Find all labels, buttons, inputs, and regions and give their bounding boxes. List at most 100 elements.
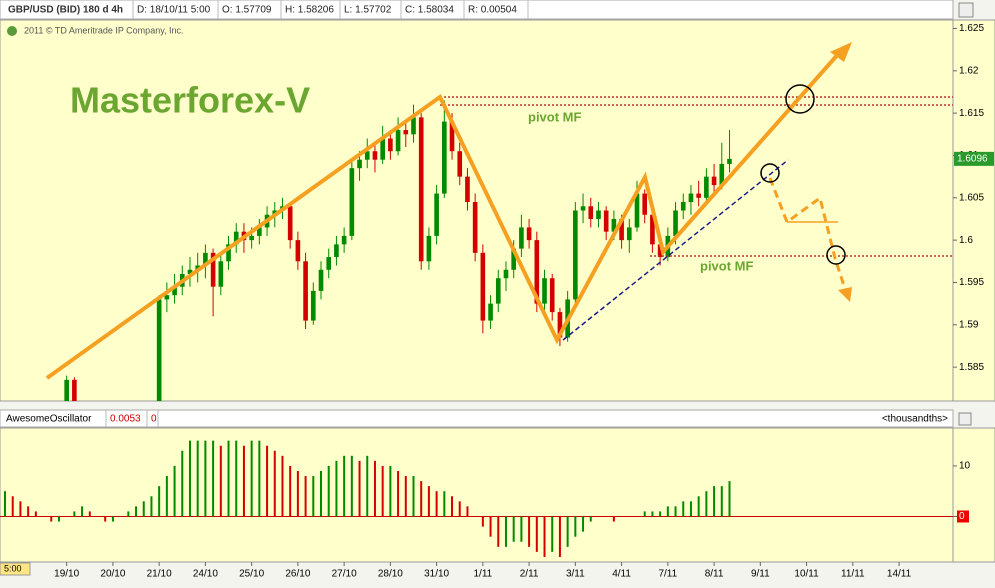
candle-body — [164, 295, 170, 300]
candle-body — [257, 227, 262, 236]
info-icon[interactable] — [7, 26, 17, 36]
x-tick-label: 4/11 — [612, 569, 631, 580]
time-axis — [0, 563, 953, 588]
x-tick-label: 28/10 — [378, 569, 403, 580]
candle-body — [657, 244, 663, 258]
candle-body — [326, 257, 332, 270]
candle-body — [495, 278, 501, 304]
x-tick-label: 9/11 — [751, 569, 770, 580]
candle-body — [357, 159, 362, 169]
scroll-button[interactable] — [958, 2, 974, 18]
candle-body — [719, 163, 725, 186]
candle-body — [372, 151, 378, 160]
candle-body — [418, 117, 424, 262]
candle-body — [187, 269, 193, 274]
candle-body — [226, 244, 231, 262]
candle-body — [287, 206, 293, 241]
pivot-label: pivot MF — [528, 109, 581, 124]
x-tick-label: 19/10 — [54, 569, 79, 580]
candle-body — [233, 231, 239, 245]
candle-body — [634, 193, 640, 228]
oscillator-header — [0, 409, 954, 428]
y-tick-label: 1.62 — [959, 65, 979, 76]
x-tick-label: 25/10 — [239, 569, 264, 580]
candle-body — [511, 248, 516, 270]
candle-body — [596, 210, 601, 219]
time-box — [0, 562, 31, 576]
header-separators — [132, 0, 529, 19]
candle-body — [426, 235, 432, 262]
x-tick-label: 2/11 — [520, 569, 539, 580]
candle-body — [542, 278, 547, 304]
candle-body — [711, 176, 717, 186]
y-tick-label: 1.585 — [959, 362, 984, 373]
candle-body — [349, 168, 355, 236]
oscillator-panel — [0, 427, 954, 563]
x-tick-label: 1/11 — [473, 569, 492, 580]
candle-body — [172, 286, 177, 296]
x-tick-label: 14/11 — [887, 569, 912, 580]
x-tick-label: 27/10 — [332, 569, 357, 580]
candle-body — [696, 193, 701, 198]
oscillator-axis — [952, 427, 995, 563]
high-readout: H: 1.58206 — [285, 5, 334, 16]
candle-body — [303, 261, 308, 321]
header-bar — [0, 0, 954, 20]
candle-body — [434, 193, 439, 236]
x-tick-label: 8/11 — [705, 569, 724, 580]
candle-body — [573, 210, 578, 300]
candle-body — [526, 227, 532, 241]
candle-body — [549, 278, 555, 313]
candle-body — [488, 303, 493, 321]
candle-body — [680, 202, 686, 211]
candle-body — [626, 227, 632, 241]
candle-body — [295, 240, 301, 262]
x-tick-label: 26/10 — [285, 569, 310, 580]
candle-body — [218, 261, 224, 287]
candle-body — [310, 290, 316, 321]
scroll-button[interactable] — [958, 412, 972, 426]
x-tick-label: 24/10 — [193, 569, 218, 580]
candle-body — [619, 218, 624, 241]
date-readout: D: 18/10/11 5:00 — [137, 5, 211, 16]
candle-body — [318, 269, 324, 291]
x-tick-label: 10/11 — [794, 569, 819, 580]
candle-body — [611, 218, 617, 232]
candle-body — [449, 121, 455, 152]
y-tick-label: 1.6 — [959, 235, 973, 246]
candle-body — [395, 130, 401, 152]
y-tick-label: 1.605 — [959, 192, 984, 203]
x-tick-label: 31/10 — [424, 569, 449, 580]
symbol: GBP/USD (BID) 180 d 4h — [8, 5, 123, 16]
candle-body — [380, 138, 385, 160]
annotations — [45, 42, 953, 380]
x-tick-label: 7/11 — [658, 569, 677, 580]
candle-body — [519, 227, 524, 249]
candle-body — [688, 193, 694, 203]
pivot-label: pivot MF — [700, 258, 753, 273]
last-price-label: 1.6096 — [957, 153, 988, 164]
candle-body — [334, 244, 339, 258]
candle-body — [673, 210, 678, 236]
y-tick-label: 0 — [959, 511, 965, 522]
candle-body — [534, 240, 540, 304]
brand-title: Masterforex-V — [70, 80, 310, 121]
x-tick-label: 20/10 — [100, 569, 125, 580]
x-tick-label: 11/11 — [841, 569, 865, 580]
candle-body — [650, 214, 655, 245]
close-readout: C: 1.58034 — [405, 5, 454, 16]
indicator-readout: 0 — [151, 414, 157, 425]
candle-body — [156, 299, 162, 401]
candle-body — [72, 379, 77, 401]
candle-body — [704, 176, 709, 198]
candle-body — [727, 158, 732, 164]
candle-body — [195, 265, 201, 270]
y-tick-label: 1.59 — [959, 319, 979, 330]
candle-body — [203, 252, 208, 266]
copyright: 2011 © TD Ameritrade IP Company, Inc. — [24, 25, 184, 35]
candle-body — [457, 151, 463, 177]
candle-body — [588, 206, 594, 219]
indicator-readout: 0.0053 — [110, 414, 141, 425]
x-tick-label: 21/10 — [147, 569, 172, 580]
last-price-box — [954, 151, 994, 166]
